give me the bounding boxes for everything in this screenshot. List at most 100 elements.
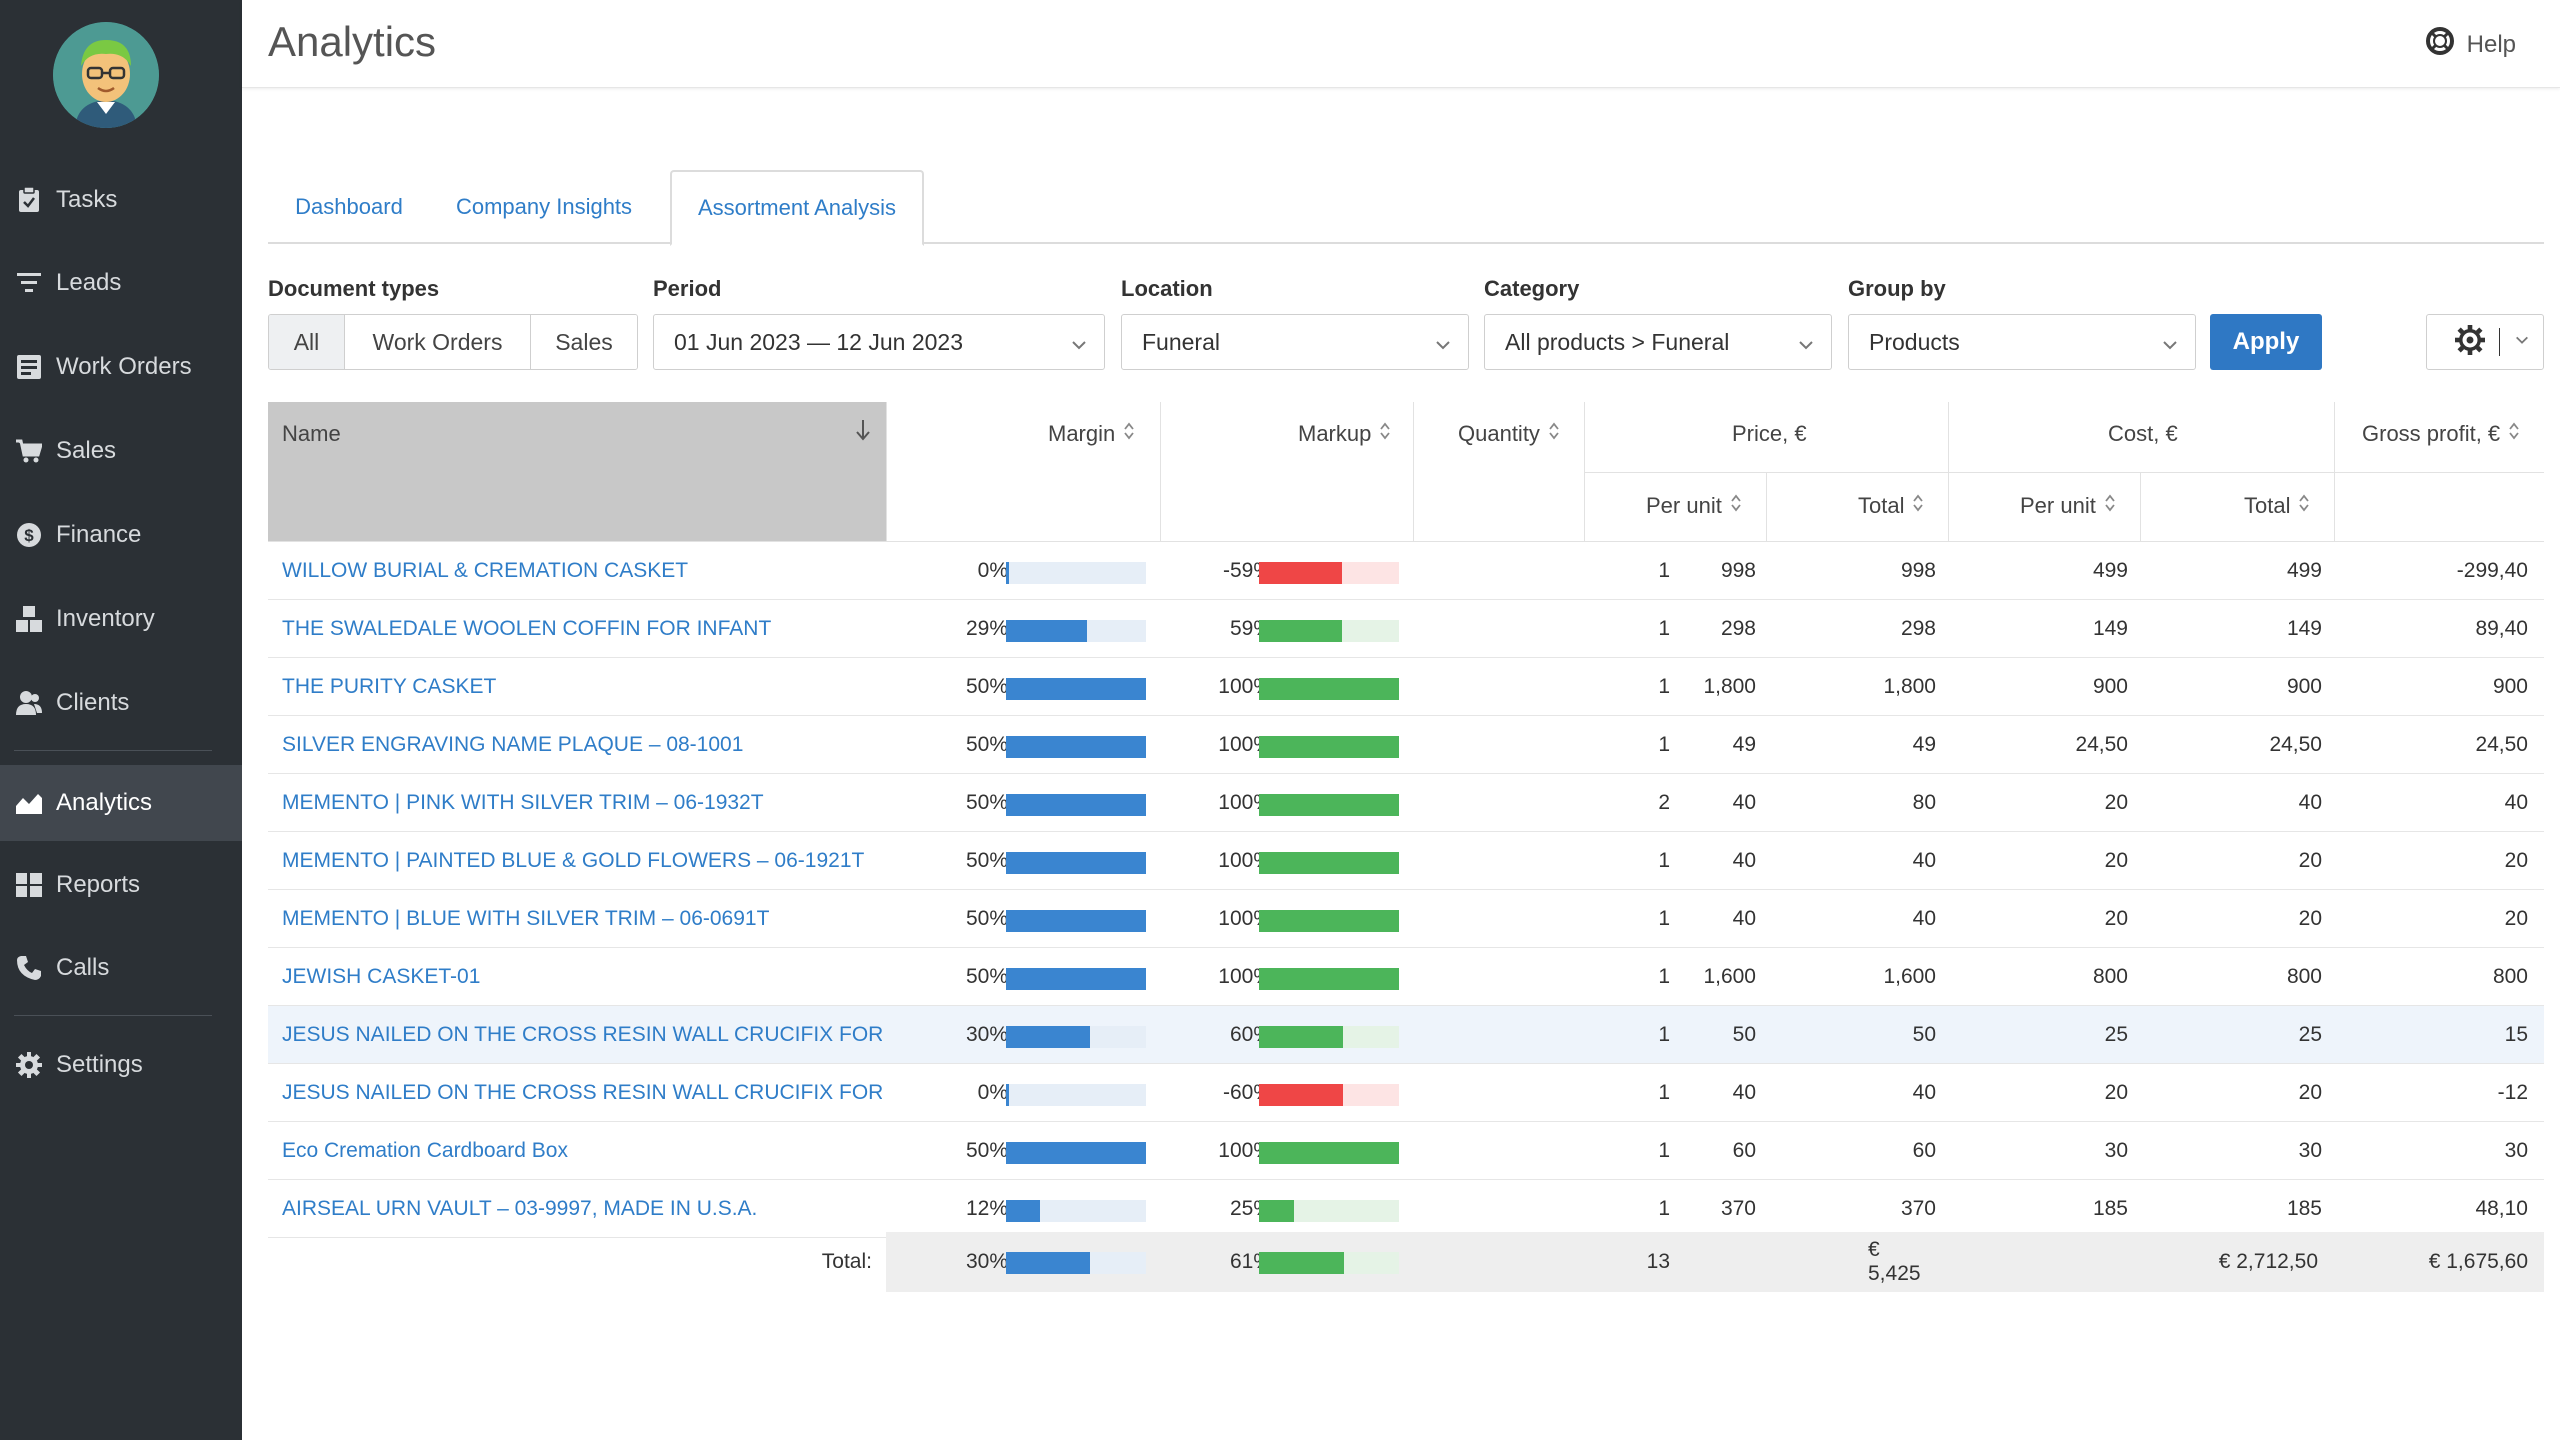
total-markup-bar-fill <box>1259 1252 1344 1274</box>
product-name-link[interactable]: JESUS NAILED ON THE CROSS RESIN WALL CRU… <box>282 1023 882 1046</box>
cell-cost-total: 40 <box>2298 791 2322 814</box>
table-row[interactable]: MEMENTO | PINK WITH SILVER TRIM – 06-193… <box>268 774 2544 832</box>
group-by-select[interactable]: Products <box>1848 314 2196 370</box>
column-header-price-total[interactable]: Total <box>1858 488 1924 524</box>
column-header-gross-profit[interactable]: Gross profit, € <box>2362 416 2520 452</box>
table-row[interactable]: THE PURITY CASKET 50% 100% 1 1,800 1,800 900 90… <box>268 658 2544 716</box>
sort-desc-icon[interactable] <box>854 418 872 442</box>
column-header-cost-per-unit[interactable]: Per unit <box>2020 488 2116 524</box>
markup-bar-fill <box>1259 910 1399 932</box>
markup-bar-fill <box>1259 736 1399 758</box>
table-row[interactable]: JESUS NAILED ON THE CROSS RESIN WALL CRU… <box>268 1064 2544 1122</box>
table-settings-button[interactable] <box>2426 314 2544 370</box>
markup-bar <box>1259 794 1399 816</box>
cell-price-unit: 40 <box>1732 791 1756 814</box>
cell-cost-total: 20 <box>2298 907 2322 930</box>
document-type-sales[interactable]: Sales <box>531 315 637 369</box>
period-select[interactable]: 01 Jun 2023 — 12 Jun 2023 <box>653 314 1105 370</box>
markup-bar <box>1259 968 1399 990</box>
column-header-cost-total[interactable]: Total <box>2244 488 2310 524</box>
sidebar: Tasks Leads Work Orders Sales $ Finance … <box>0 0 242 1440</box>
gear-icon <box>16 1052 42 1078</box>
avatar[interactable] <box>53 22 159 128</box>
table-header: Name Margin Markup Quantity Price, € Cos… <box>268 402 2544 542</box>
cell-markup: 100% <box>1218 907 1272 930</box>
sidebar-item-work-orders[interactable]: Work Orders <box>0 331 242 403</box>
table-row[interactable]: AIRSEAL URN VAULT – 03-9997, MADE IN U.S… <box>268 1180 2544 1238</box>
sidebar-item-label: Reports <box>56 871 141 898</box>
sort-icon <box>1379 421 1391 447</box>
header-divider <box>2334 402 2335 542</box>
product-name-link[interactable]: SILVER ENGRAVING NAME PLAQUE – 08-1001 <box>282 733 744 756</box>
total-gross-profit: € 1,675,60 <box>2428 1250 2528 1273</box>
cell-quantity: 1 <box>1658 559 1670 582</box>
margin-bar <box>1006 1142 1146 1164</box>
sidebar-item-reports[interactable]: Reports <box>0 849 242 921</box>
location-select[interactable]: Funeral <box>1121 314 1469 370</box>
table-row[interactable]: MEMENTO | PAINTED BLUE & GOLD FLOWERS – … <box>268 832 2544 890</box>
sidebar-item-inventory[interactable]: Inventory <box>0 583 242 655</box>
sidebar-item-sales[interactable]: Sales <box>0 415 242 487</box>
product-name-link[interactable]: JEWISH CASKET-01 <box>282 965 481 988</box>
markup-bar-fill <box>1259 562 1342 584</box>
document-type-all[interactable]: All <box>269 315 345 369</box>
product-name-link[interactable]: AIRSEAL URN VAULT – 03-9997, MADE IN U.S… <box>282 1197 758 1220</box>
table-row[interactable]: MEMENTO | BLUE WITH SILVER TRIM – 06-069… <box>268 890 2544 948</box>
sidebar-item-calls[interactable]: Calls <box>0 932 242 1004</box>
cell-margin: 30% <box>965 1023 1008 1046</box>
cell-margin: 50% <box>965 675 1008 698</box>
document-type-work-orders[interactable]: Work Orders <box>345 315 531 369</box>
product-name-link[interactable]: THE PURITY CASKET <box>282 675 497 698</box>
product-name-link[interactable]: WILLOW BURIAL & CREMATION CASKET <box>282 559 689 582</box>
column-header-price-per-unit[interactable]: Per unit <box>1646 488 1742 524</box>
product-name-link[interactable]: MEMENTO | PAINTED BLUE & GOLD FLOWERS – … <box>282 849 865 872</box>
markup-bar <box>1259 1142 1399 1164</box>
sidebar-item-leads[interactable]: Leads <box>0 247 242 319</box>
help-link[interactable]: Help <box>2425 26 2516 63</box>
apply-button[interactable]: Apply <box>2210 314 2322 370</box>
cell-gross-profit: 20 <box>2504 849 2528 872</box>
cell-gross-profit: -12 <box>2497 1081 2528 1104</box>
table-row[interactable]: WILLOW BURIAL & CREMATION CASKET 0% -59% 1 9… <box>268 542 2544 600</box>
table-row[interactable]: SILVER ENGRAVING NAME PLAQUE – 08-1001 50… <box>268 716 2544 774</box>
document-types-segmented: All Work Orders Sales <box>268 314 638 370</box>
table-row[interactable]: THE SWALEDALE WOOLEN COFFIN FOR INFANT 29… <box>268 600 2544 658</box>
markup-bar <box>1259 852 1399 874</box>
product-name-link[interactable]: MEMENTO | PINK WITH SILVER TRIM – 06-193… <box>282 791 764 814</box>
product-name-link[interactable]: JESUS NAILED ON THE CROSS RESIN WALL CRU… <box>282 1081 882 1104</box>
table-row[interactable]: JESUS NAILED ON THE CROSS RESIN WALL CRU… <box>268 1006 2544 1064</box>
column-header-name[interactable]: Name <box>282 421 341 446</box>
header-divider <box>268 541 2544 542</box>
chevron-down-icon <box>1797 333 1815 360</box>
cell-gross-profit: 800 <box>2492 965 2528 988</box>
sidebar-item-clients[interactable]: Clients <box>0 667 242 739</box>
column-header-margin[interactable]: Margin <box>1048 416 1135 452</box>
tab-assortment-analysis[interactable]: Assortment Analysis <box>670 170 924 246</box>
margin-bar <box>1006 736 1146 758</box>
sidebar-item-analytics[interactable]: Analytics <box>0 765 242 841</box>
header-divider <box>1413 402 1414 542</box>
column-header-markup[interactable]: Markup <box>1298 416 1391 452</box>
sidebar-item-finance[interactable]: $ Finance <box>0 499 242 571</box>
sort-icon <box>2508 421 2520 447</box>
markup-bar <box>1259 620 1399 642</box>
table-row[interactable]: Eco Cremation Cardboard Box 50% 100% 1 60 60 3… <box>268 1122 2544 1180</box>
sidebar-item-settings[interactable]: Settings <box>0 1029 242 1101</box>
cell-price-unit: 1,600 <box>1703 965 1756 988</box>
chevron-down-icon <box>2161 333 2179 360</box>
product-name-link[interactable]: THE SWALEDALE WOOLEN COFFIN FOR INFANT <box>282 617 772 640</box>
tab-company-insights[interactable]: Company Insights <box>455 194 633 219</box>
group-by-value: Products <box>1869 328 1960 355</box>
total-price: € 5,425 <box>1868 1238 1921 1285</box>
product-name-link[interactable]: Eco Cremation Cardboard Box <box>282 1139 568 1162</box>
sidebar-item-tasks[interactable]: Tasks <box>0 164 242 236</box>
cell-cost-unit: 30 <box>2104 1139 2128 1162</box>
phone-icon <box>16 955 42 981</box>
tab-dashboard[interactable]: Dashboard <box>295 194 403 219</box>
column-header-quantity[interactable]: Quantity <box>1458 416 1560 452</box>
markup-bar-fill <box>1259 1026 1343 1048</box>
product-name-link[interactable]: MEMENTO | BLUE WITH SILVER TRIM – 06-069… <box>282 907 770 930</box>
category-select[interactable]: All products > Funeral <box>1484 314 1832 370</box>
sort-icon <box>1730 493 1742 519</box>
table-row[interactable]: JEWISH CASKET-01 50% 100% 1 1,600 1,600 800 800… <box>268 948 2544 1006</box>
